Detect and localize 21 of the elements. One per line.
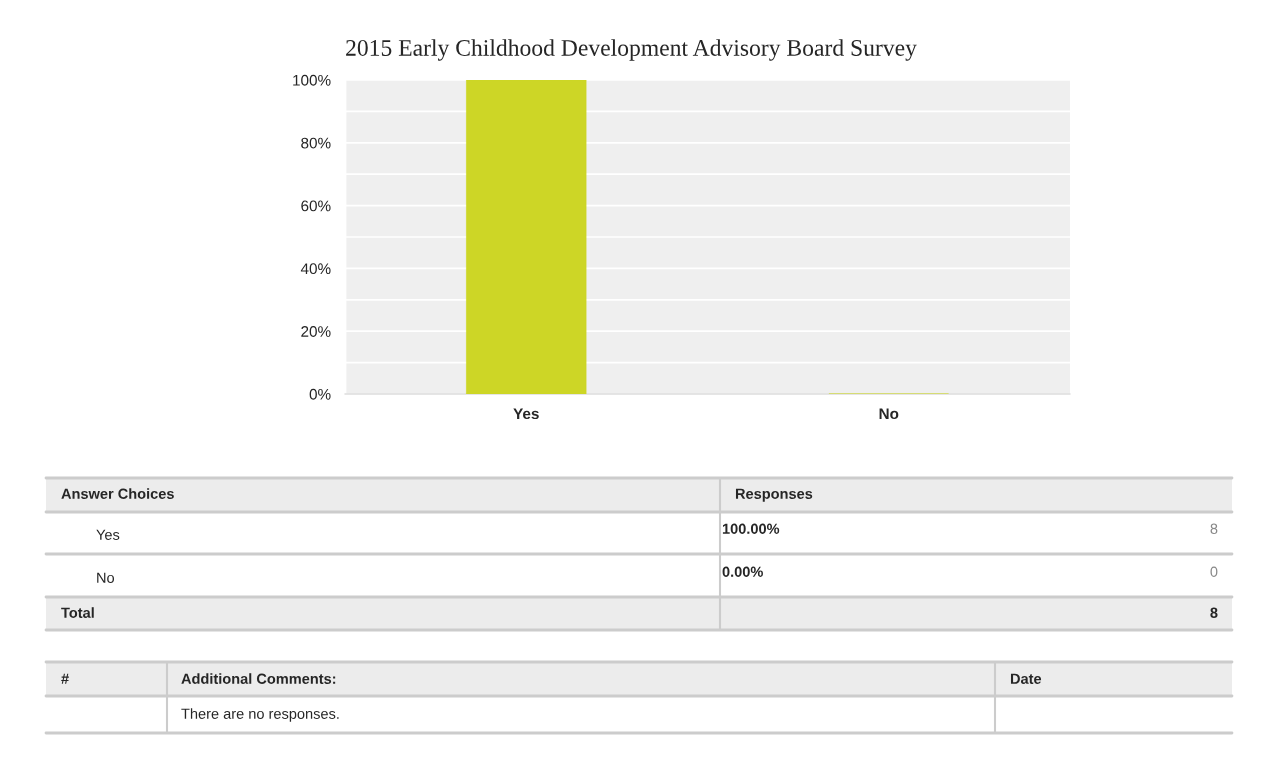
- y-tick-label: 80%: [301, 137, 331, 149]
- text: 100.00%: [722, 523, 780, 534]
- text: Total: [61, 607, 94, 618]
- chart-title: 2015 Early Childhood Development Advisory Board Survey: [346, 39, 917, 61]
- text: #: [61, 673, 69, 684]
- text: Date: [1010, 673, 1042, 684]
- y-tick-label: 100%: [293, 74, 331, 86]
- category-label: No: [97, 572, 115, 583]
- y-tick-label: 40%: [300, 263, 331, 275]
- y-tick-label: 60%: [301, 200, 331, 212]
- text: Answer Choices: [61, 488, 174, 499]
- text: There are no responses.: [181, 708, 339, 722]
- text: Additional Comments:: [181, 673, 336, 684]
- text: Responses: [735, 488, 813, 502]
- text: 0: [1210, 566, 1218, 577]
- text: 8: [1210, 523, 1218, 534]
- category-label: Yes: [96, 529, 120, 540]
- text: 8: [1210, 607, 1218, 618]
- y-tick-label: 20%: [301, 326, 331, 337]
- text: 0.00%: [722, 566, 763, 577]
- y-tick-label: 0%: [309, 388, 331, 400]
